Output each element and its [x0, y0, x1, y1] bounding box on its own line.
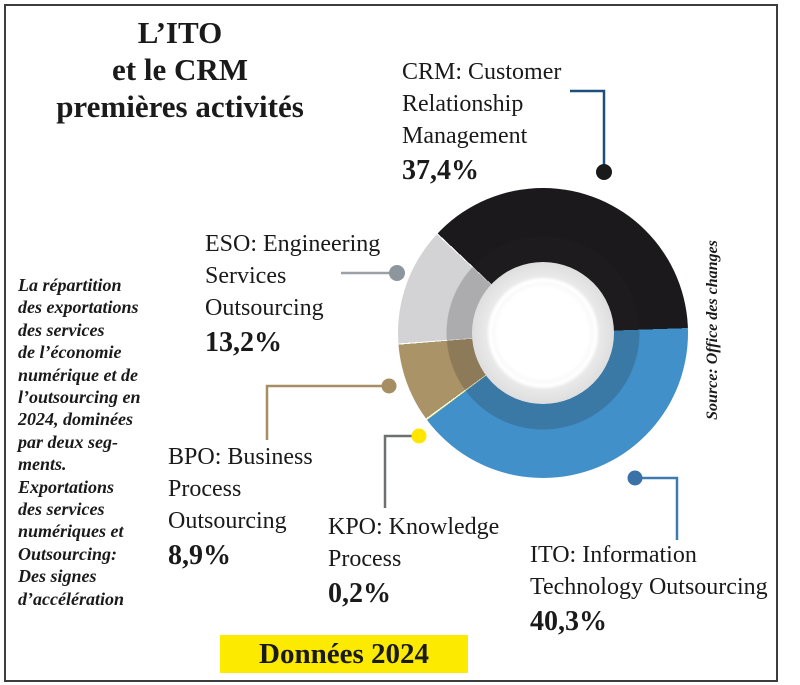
crm-percentage: 37,4% [402, 155, 479, 186]
bpo-connector-line [265, 384, 383, 440]
ito-dot [627, 470, 643, 486]
crm-connector-line [570, 89, 606, 170]
donut-hole [472, 262, 614, 404]
donut-chart [398, 188, 688, 478]
callout-kpo: KPO: Knowledge Process 0,2% [328, 511, 499, 610]
kpo-connector-line [383, 434, 412, 508]
chart-title: L’ITO et le CRM premières activités [56, 15, 304, 125]
callout-ito: ITO: Information Technology Outsourcing … [530, 539, 768, 638]
eso-percentage: 13,2% [205, 327, 282, 358]
kpo-percentage: 0,2% [328, 578, 391, 609]
callout-eso: ESO: Engineering Services Outsourcing 13… [205, 228, 380, 359]
bpo-dot [381, 378, 397, 394]
data-year-banner: Données 2024 [220, 635, 468, 673]
ito-label: ITO: Information Technology Outsourcing [530, 542, 768, 600]
bpo-percentage: 8,9% [168, 540, 231, 571]
kpo-label: KPO: Knowledge Process [328, 514, 500, 572]
bpo-label: BPO: Business Process Outsourcing [168, 444, 313, 534]
kpo-dot [411, 428, 427, 444]
crm-dot [596, 164, 612, 180]
callout-crm: CRM: Customer Relationship Management 37… [402, 56, 561, 187]
crm-label: CRM: Customer Relationship Management [402, 59, 562, 149]
source-note: Source: Office des changes [704, 240, 721, 420]
ito-connector-line [641, 476, 679, 540]
callout-bpo: BPO: Business Process Outsourcing 8,9% [168, 441, 313, 572]
eso-dot [389, 265, 405, 281]
ito-percentage: 40,3% [530, 606, 607, 637]
eso-label: ESO: Engineering Services Outsourcing [205, 231, 381, 321]
description-text: La répartition des exportations des serv… [18, 275, 141, 609]
